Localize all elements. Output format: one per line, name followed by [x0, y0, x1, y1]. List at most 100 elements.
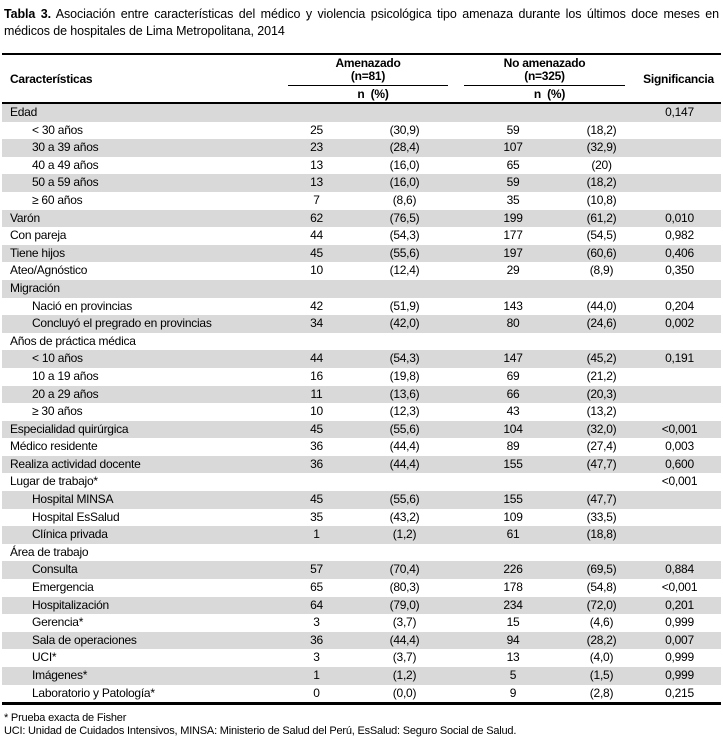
no-amenazado-pct-cell: (13,2) — [586, 404, 617, 419]
row-label-cell: Varón — [10, 210, 40, 225]
amenazado-pct-cell: (12,4) — [389, 263, 420, 278]
amenazado-pct-cell — [348, 103, 461, 122]
no-amenazado-n-cell: 89 — [506, 439, 520, 454]
table-row: Lugar de trabajo* <0,001 — [2, 473, 721, 491]
no-amenazado-n-cell: 80 — [506, 316, 520, 331]
no-amenazado-pct-cell: (4,6) — [589, 615, 614, 630]
amenazado-n-cell: 45 — [310, 421, 323, 436]
amenazado-pct-cell: (44,4) — [389, 439, 420, 454]
row-label-cell: Sala de operaciones — [32, 632, 137, 647]
row-label-cell: Clínica privada — [32, 527, 108, 542]
amenazado-n-cell: 10 — [310, 404, 323, 419]
table-row: Tiene hijos 45 (55,6) 197 (60,6) 0,406 — [2, 244, 722, 263]
no-amenazado-n-cell: 43 — [506, 404, 520, 419]
table-row: Médico residente 36 (44,4) 89 (27,4) 0,0… — [2, 438, 721, 456]
significancia-cell: 0,003 — [665, 439, 694, 454]
table-row: Concluyó el pregrado en provincias 34 (4… — [2, 315, 722, 333]
column-header-significancia: Significancia — [643, 71, 714, 86]
amenazado-pct-cell: (16,0) — [389, 175, 420, 190]
table-row: Sala de operaciones 36 (44,4) 94 (28,2) … — [2, 631, 722, 650]
significancia-cell: 0,999 — [665, 650, 694, 665]
no-amenazado-n-cell: 155 — [503, 492, 523, 507]
amenazado-pct-cell: (1,2) — [392, 668, 417, 682]
table-row: Años de práctica médica — [2, 333, 721, 351]
amenazado-pct-cell: (76,5) — [389, 210, 420, 225]
row-label-cell: 30 a 39 años — [32, 140, 99, 155]
amenazado-n-cell — [285, 333, 348, 351]
row-label-cell: 20 a 29 años — [32, 386, 99, 401]
amenazado-n-cell: 35 — [310, 509, 323, 524]
significancia-cell — [638, 491, 721, 509]
amenazado-n-cell: 13 — [310, 157, 323, 172]
table-row: Emergencia 65 (80,3) 178 (54,8) <0,001 — [2, 579, 721, 597]
no-amenazado-pct-cell: (69,5) — [586, 562, 617, 577]
no-amenazado-pct-cell: (54,8) — [586, 580, 617, 595]
amenazado-n-cell: 25 — [310, 122, 323, 137]
significancia-cell: 0,201 — [665, 597, 694, 612]
row-label-cell: Hospital MINSA — [32, 492, 114, 507]
amenazado-pct-cell: (0,0) — [392, 685, 417, 700]
significancia-cell — [638, 280, 721, 298]
amenazado-pct-cell: (42,0) — [389, 316, 420, 331]
no-amenazado-pct-cell — [565, 544, 638, 562]
no-amenazado-n-cell: 69 — [506, 368, 520, 383]
significancia-cell: 0,600 — [665, 456, 694, 471]
significancia-cell: 0,999 — [665, 668, 694, 682]
row-label-cell: Migración — [10, 280, 60, 295]
amenazado-label: Amenazado — [335, 56, 401, 70]
no-amenazado-pct-cell: (10,8) — [586, 192, 617, 207]
amenazado-n-cell: 42 — [310, 298, 323, 313]
no-amenazado-n-cell: 13 — [506, 650, 520, 665]
table-row: < 30 años 25 (30,9) 59 (18,2) — [2, 122, 721, 140]
table-caption-number: Tabla 3. — [4, 7, 51, 21]
amenazado-pct-cell — [348, 333, 461, 351]
no-amenazado-n-cell: 61 — [506, 527, 520, 542]
table-row: Hospital MINSA 45 (55,6) 155 (47,7) — [2, 491, 722, 509]
results-table: Características Amenazado (n=81) No amen… — [2, 53, 722, 706]
no-amenazado-n-cell: 29 — [506, 263, 520, 278]
table-row: 20 a 29 años 11 (13,6) 66 (20,3) — [2, 385, 722, 404]
table-row: Migración — [2, 279, 722, 298]
significancia-cell: 0,884 — [665, 562, 694, 577]
amenazado-n-cell: 23 — [310, 140, 323, 155]
no-amenazado-n-cell: 94 — [506, 632, 520, 647]
no-amenazado-pct-cell: (20,3) — [586, 386, 617, 401]
amenazado-pct-cell: (3,7) — [392, 615, 417, 630]
amenazado-pct-cell: (8,6) — [392, 192, 417, 207]
significancia-cell: 0,982 — [665, 228, 694, 243]
table-body: Edad 0,147 < 30 años 25 (30,9) 59 (18,2)… — [2, 103, 722, 704]
no-amenazado-pct-cell: (18,2) — [586, 175, 617, 190]
row-label-cell: Tiene hijos — [10, 245, 65, 260]
no-amenazado-pct-cell: (33,5) — [586, 509, 617, 524]
table-row: Especialidad quirúrgica 45 (55,6) 104 (3… — [2, 420, 722, 439]
significancia-cell: 0,204 — [665, 298, 694, 313]
row-label-cell: Especialidad quirúrgica — [10, 421, 129, 436]
table-row: Con pareja 44 (54,3) 177 (54,5) 0,982 — [2, 227, 721, 245]
amenazado-pct-cell — [348, 280, 461, 298]
row-label-cell: 10 a 19 años — [32, 368, 99, 383]
amenazado-pct-cell: (55,6) — [389, 245, 420, 260]
significancia-cell — [638, 526, 721, 544]
no-amenazado-pct-cell: (44,0) — [586, 298, 617, 313]
amenazado-pct-cell: (54,3) — [389, 351, 420, 366]
amenazado-pct-cell: (30,9) — [389, 122, 420, 137]
amenazado-n-cell: 3 — [313, 615, 320, 630]
no-amenazado-n-cell: 226 — [503, 562, 523, 577]
significancia-cell: <0,001 — [661, 580, 698, 595]
row-label-cell: Con pareja — [10, 228, 67, 243]
significancia-cell — [638, 544, 721, 562]
significancia-cell: 0,999 — [665, 615, 694, 630]
amenazado-n-cell — [285, 473, 348, 491]
subheader-n-pct-no-amenazado: n (%) — [533, 87, 566, 101]
amenazado-pct-cell: (3,7) — [392, 650, 417, 665]
no-amenazado-pct-cell: (21,2) — [586, 368, 617, 383]
table-row: 50 a 59 años 13 (16,0) 59 (18,2) — [2, 174, 722, 192]
significancia-cell — [638, 192, 721, 210]
amenazado-pct-cell: (28,4) — [389, 140, 420, 155]
significancia-cell — [638, 368, 721, 386]
no-amenazado-n-cell: 5 — [509, 668, 517, 682]
table-row: Hospitalización 64 (79,0) 234 (72,0) 0,2… — [2, 596, 722, 615]
no-amenazado-pct-cell: (8,9) — [589, 263, 614, 278]
significancia-cell — [638, 157, 721, 175]
amenazado-n-cell: 62 — [310, 210, 323, 225]
